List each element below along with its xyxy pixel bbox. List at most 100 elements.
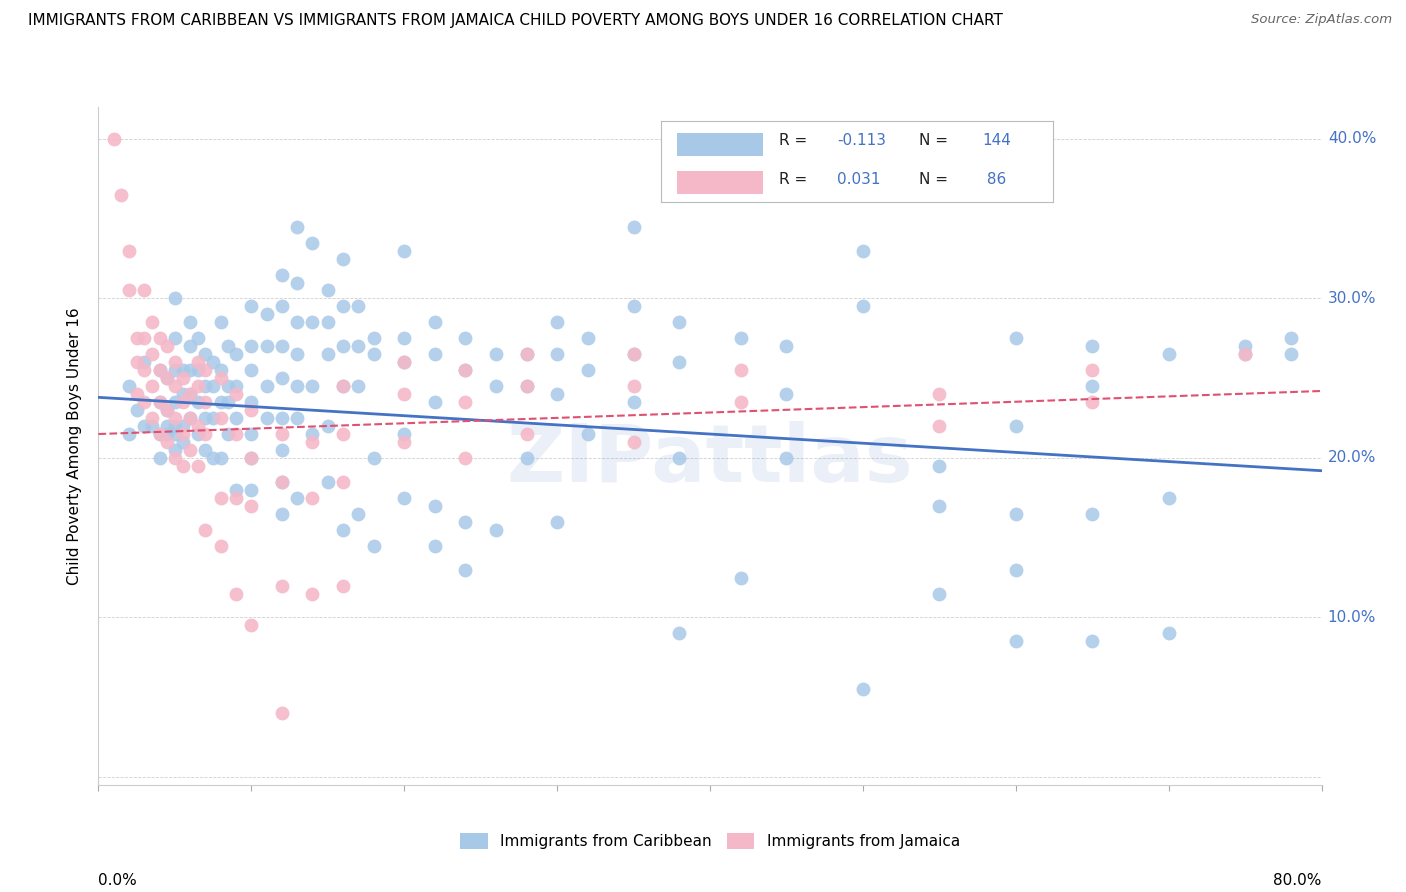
- Point: [270, 339, 292, 353]
- Point: [1234, 347, 1257, 361]
- Point: [301, 435, 323, 450]
- Point: [1004, 507, 1026, 521]
- Point: [225, 379, 247, 393]
- Point: [285, 411, 308, 425]
- Point: [172, 363, 194, 377]
- Point: [301, 491, 323, 505]
- Point: [1279, 331, 1302, 345]
- Point: [1004, 634, 1026, 648]
- Point: [1157, 491, 1180, 505]
- Point: [118, 427, 141, 442]
- Point: [209, 315, 232, 329]
- Point: [194, 347, 217, 361]
- Point: [546, 347, 568, 361]
- Point: [134, 355, 156, 369]
- Text: IMMIGRANTS FROM CARIBBEAN VS IMMIGRANTS FROM JAMAICA CHILD POVERTY AMONG BOYS UN: IMMIGRANTS FROM CARIBBEAN VS IMMIGRANTS …: [28, 13, 1002, 29]
- Point: [270, 427, 292, 442]
- Point: [730, 363, 752, 377]
- Point: [209, 395, 232, 409]
- Point: [316, 315, 339, 329]
- Point: [576, 427, 599, 442]
- Point: [347, 379, 370, 393]
- Point: [423, 395, 446, 409]
- Point: [623, 347, 645, 361]
- Point: [163, 411, 186, 425]
- Point: [156, 435, 179, 450]
- Point: [454, 450, 477, 465]
- Point: [202, 355, 225, 369]
- Point: [332, 300, 354, 314]
- Point: [172, 395, 194, 409]
- Point: [225, 491, 247, 505]
- Point: [1081, 634, 1104, 648]
- Point: [225, 427, 247, 442]
- Point: [423, 347, 446, 361]
- Point: [301, 427, 323, 442]
- Point: [172, 419, 194, 434]
- Point: [576, 363, 599, 377]
- Point: [225, 347, 247, 361]
- Point: [134, 395, 156, 409]
- Point: [141, 347, 163, 361]
- Point: [125, 331, 148, 345]
- Point: [141, 379, 163, 393]
- Point: [172, 458, 194, 473]
- Point: [852, 244, 875, 258]
- Point: [225, 411, 247, 425]
- Point: [332, 475, 354, 489]
- Point: [1004, 331, 1026, 345]
- Point: [285, 315, 308, 329]
- Point: [546, 387, 568, 401]
- Point: [316, 347, 339, 361]
- Point: [134, 363, 156, 377]
- Point: [1081, 379, 1104, 393]
- Point: [187, 395, 209, 409]
- Point: [163, 331, 186, 345]
- Point: [301, 379, 323, 393]
- Point: [187, 331, 209, 345]
- Point: [240, 363, 263, 377]
- Point: [270, 300, 292, 314]
- Text: 0.0%: 0.0%: [98, 872, 138, 888]
- Point: [217, 427, 239, 442]
- Point: [730, 395, 752, 409]
- Point: [285, 219, 308, 234]
- Point: [623, 379, 645, 393]
- Point: [516, 427, 538, 442]
- Point: [392, 355, 416, 369]
- Point: [775, 339, 797, 353]
- Point: [209, 363, 232, 377]
- Point: [202, 411, 225, 425]
- Point: [194, 442, 217, 457]
- Point: [240, 450, 263, 465]
- Point: [118, 379, 141, 393]
- Point: [270, 371, 292, 385]
- Point: [423, 315, 446, 329]
- Point: [149, 331, 172, 345]
- Point: [775, 450, 797, 465]
- Point: [392, 244, 416, 258]
- Point: [576, 331, 599, 345]
- Legend: Immigrants from Caribbean, Immigrants from Jamaica: Immigrants from Caribbean, Immigrants fr…: [454, 827, 966, 855]
- Point: [149, 395, 172, 409]
- Point: [103, 132, 125, 146]
- Point: [187, 458, 209, 473]
- Text: 30.0%: 30.0%: [1327, 291, 1376, 306]
- Point: [775, 387, 797, 401]
- Point: [179, 363, 201, 377]
- Point: [668, 355, 690, 369]
- Point: [156, 339, 179, 353]
- Point: [163, 450, 186, 465]
- Text: Source: ZipAtlas.com: Source: ZipAtlas.com: [1251, 13, 1392, 27]
- Point: [1234, 347, 1257, 361]
- Point: [516, 379, 538, 393]
- Point: [928, 387, 950, 401]
- Point: [179, 387, 201, 401]
- Point: [301, 315, 323, 329]
- Point: [363, 539, 385, 553]
- Point: [240, 483, 263, 497]
- Point: [163, 355, 186, 369]
- Point: [125, 355, 148, 369]
- Point: [1157, 347, 1180, 361]
- Point: [546, 315, 568, 329]
